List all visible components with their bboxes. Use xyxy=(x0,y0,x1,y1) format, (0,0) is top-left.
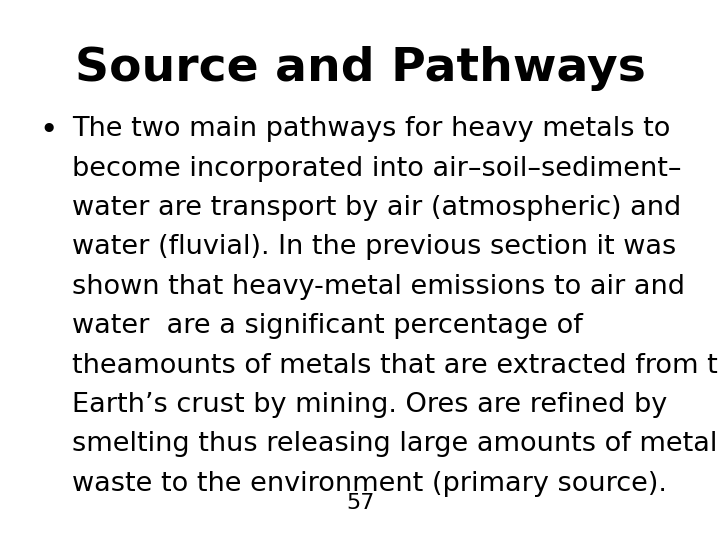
Text: Earth’s crust by mining. Ores are refined by: Earth’s crust by mining. Ores are refine… xyxy=(72,392,667,418)
Text: 57: 57 xyxy=(346,493,374,513)
Text: Source and Pathways: Source and Pathways xyxy=(75,46,645,91)
Text: The two main pathways for heavy metals to: The two main pathways for heavy metals t… xyxy=(72,116,670,142)
Text: water  are a significant percentage of: water are a significant percentage of xyxy=(72,313,582,339)
Text: theamounts of metals that are extracted from the: theamounts of metals that are extracted … xyxy=(72,353,720,379)
Text: water (fluvial). In the previous section it was: water (fluvial). In the previous section… xyxy=(72,234,676,260)
Text: water are transport by air (atmospheric) and: water are transport by air (atmospheric)… xyxy=(72,195,681,221)
Text: smelting thus releasing large amounts of metal: smelting thus releasing large amounts of… xyxy=(72,431,717,457)
Text: shown that heavy-metal emissions to air and: shown that heavy-metal emissions to air … xyxy=(72,274,685,300)
Text: waste to the environment (primary source).: waste to the environment (primary source… xyxy=(72,471,667,497)
Text: •: • xyxy=(40,116,58,145)
Text: become incorporated into air–soil–sediment–: become incorporated into air–soil–sedime… xyxy=(72,156,682,181)
